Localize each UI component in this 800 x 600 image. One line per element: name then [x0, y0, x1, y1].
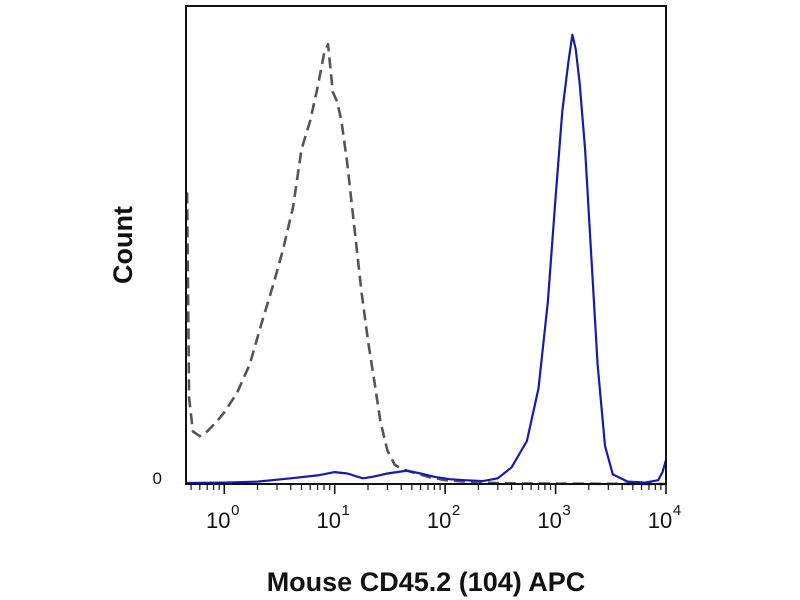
x-tick-exponent: 3	[562, 502, 570, 519]
x-axis-tick-labels: 10 0 10 1 10 2 10 3 10 4	[206, 502, 681, 533]
x-tick-exponent: 0	[231, 502, 239, 519]
y-tick-label: 0	[153, 469, 162, 488]
x-tick-exponent: 1	[342, 502, 350, 519]
y-axis-title: Count	[108, 206, 138, 284]
x-tick-label: 10	[537, 508, 561, 533]
x-tick-exponent: 2	[452, 502, 460, 519]
series-layer	[185, 33, 668, 486]
series-line-2	[185, 33, 668, 485]
x-tick-label: 10	[316, 508, 340, 533]
x-tick-exponent: 4	[673, 502, 681, 519]
x-tick-label: 10	[648, 508, 672, 533]
y-axis-tick-labels: 0	[153, 469, 162, 488]
x-axis-title: Mouse CD45.2 (104) APC	[267, 567, 586, 597]
plot-frame	[185, 5, 667, 485]
x-tick-label: 10	[427, 508, 451, 533]
x-tick-label: 10	[206, 508, 230, 533]
x-axis-ticks	[190, 484, 667, 494]
